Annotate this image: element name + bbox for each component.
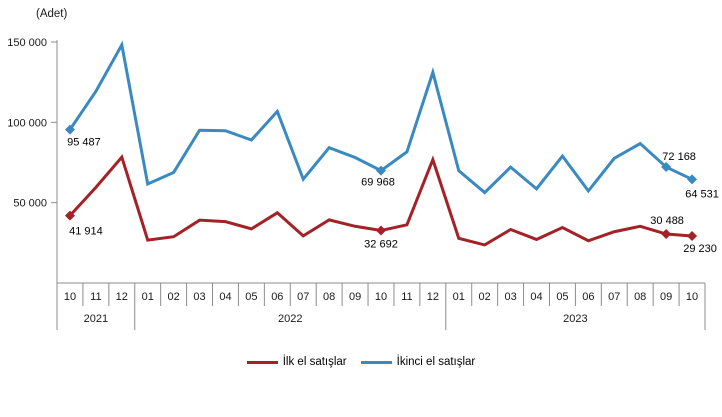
data-point-label: 64 531	[685, 188, 719, 200]
y-axis-tick-label: 100 000	[7, 117, 47, 129]
data-point-marker-ilk-el	[376, 225, 386, 236]
legend-label-ilk-el: İlk el satışlar	[282, 356, 347, 368]
y-axis-unit-label: (Adet)	[36, 8, 68, 20]
data-point-label: 29 230	[683, 243, 717, 255]
x-axis-month-label: 06	[582, 291, 594, 303]
x-axis-month-label: 05	[245, 291, 257, 303]
x-axis-month-label: 06	[271, 291, 283, 303]
data-point-label: 32 692	[364, 238, 398, 250]
data-point-label: 41 914	[69, 226, 103, 238]
data-point-marker-ilk-el	[64, 210, 75, 221]
x-axis-month-label: 05	[556, 291, 568, 303]
x-axis-month-label: 04	[219, 291, 231, 303]
data-point-marker-ilk-el	[661, 229, 672, 240]
x-axis-month-label: 12	[116, 291, 128, 303]
x-axis-month-label: 09	[660, 291, 672, 303]
data-point-label: 95 487	[67, 137, 101, 149]
data-point-marker-ikinci-el	[64, 124, 75, 135]
data-point-label: 69 968	[361, 177, 395, 189]
x-axis-month-label: 12	[427, 291, 439, 303]
x-axis-month-label: 09	[349, 291, 361, 303]
legend-item-ilk-el: İlk el satışlar	[246, 356, 347, 368]
data-point-marker-ikinci-el	[661, 162, 672, 173]
y-axis-tick-label: 50 000	[13, 198, 47, 210]
x-axis-month-label: 03	[504, 291, 516, 303]
x-axis-month-label: 08	[323, 291, 335, 303]
data-point-marker-ilk-el	[687, 231, 698, 242]
x-axis-month-label: 07	[608, 291, 620, 303]
x-axis-month-label: 10	[375, 291, 387, 303]
x-axis-month-label: 01	[142, 291, 154, 303]
x-axis-month-label: 10	[686, 291, 698, 303]
x-axis-month-label: 07	[297, 291, 309, 303]
legend-label-ikinci-el: İkinci el satışlar	[396, 356, 476, 368]
chart-legend: İlk el satışlar İkinci el satışlar	[0, 356, 722, 368]
data-point-marker-ikinci-el	[687, 174, 698, 185]
x-axis-month-label: 02	[168, 291, 180, 303]
x-axis-month-label: 10	[64, 291, 76, 303]
x-axis-year-label: 2022	[278, 313, 302, 325]
legend-swatch-ikinci-el	[360, 360, 392, 364]
legend-swatch-ilk-el	[246, 360, 278, 364]
data-point-label: 72 168	[662, 151, 696, 163]
x-axis-month-label: 03	[193, 291, 205, 303]
x-axis-month-label: 02	[479, 291, 491, 303]
chart-canvas: 150 000 100 000 50 000 10 11 12 01 02 03 04 05 06 07…	[7, 37, 719, 330]
x-axis-month-label: 11	[90, 291, 101, 303]
x-axis-month-label: 08	[634, 291, 646, 303]
legend-item-ikinci-el: İkinci el satışlar	[360, 356, 476, 368]
x-axis-month-label: 01	[453, 291, 465, 303]
y-axis-tick-label: 150 000	[7, 37, 47, 49]
x-axis-year-label: 2021	[84, 313, 108, 325]
x-axis-month-label: 04	[530, 291, 542, 303]
data-point-marker-ikinci-el	[376, 165, 386, 176]
data-point-label: 30 488	[650, 215, 684, 227]
x-axis-month-label: 11	[401, 291, 412, 303]
x-axis-year-label: 2023	[563, 313, 587, 325]
